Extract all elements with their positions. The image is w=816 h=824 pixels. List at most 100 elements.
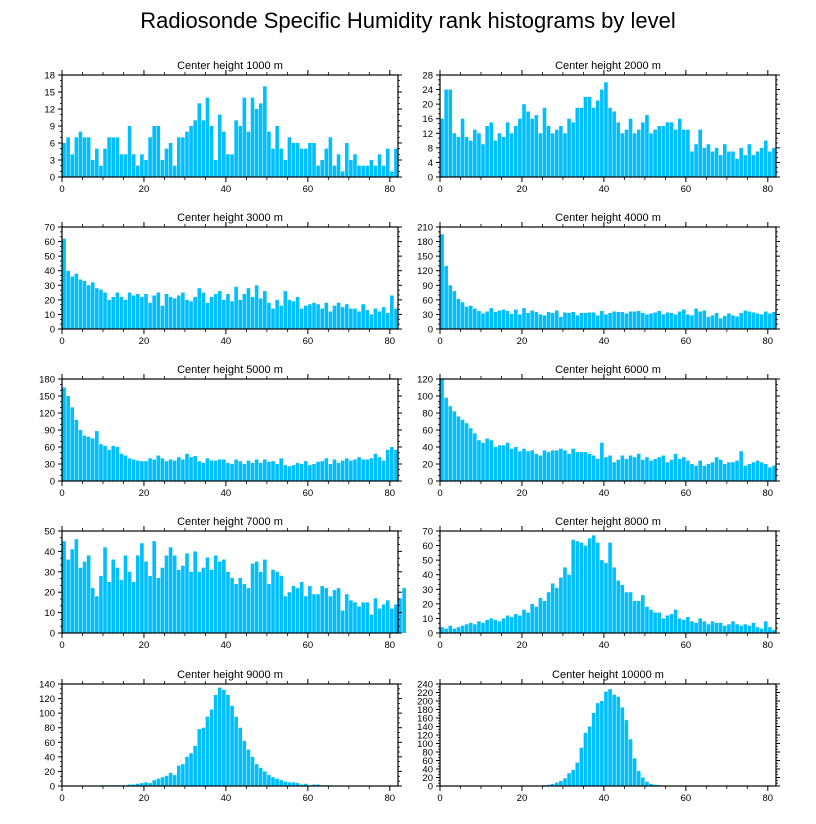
histogram-bar xyxy=(608,689,612,786)
histogram-bar xyxy=(308,465,312,481)
histogram-bar xyxy=(263,771,267,786)
histogram-bar xyxy=(747,144,752,177)
x-tick-label: 60 xyxy=(303,640,314,651)
histogram-bar xyxy=(156,455,161,481)
histogram-bar xyxy=(373,165,378,177)
histogram-bar xyxy=(526,451,530,481)
histogram-bar xyxy=(485,438,489,481)
histogram-bar xyxy=(612,567,616,633)
histogram-bar xyxy=(514,614,518,633)
histogram-bar xyxy=(526,612,530,633)
histogram-bar xyxy=(600,560,604,633)
histogram-bar xyxy=(320,586,324,633)
histogram-bar xyxy=(226,694,230,786)
histogram-bar xyxy=(328,596,333,633)
histogram-bar xyxy=(160,305,165,329)
histogram-bar xyxy=(213,694,218,786)
histogram-bar xyxy=(181,764,185,786)
histogram-bar xyxy=(152,126,156,177)
histogram-bar xyxy=(440,118,444,177)
histogram-bar xyxy=(751,312,756,329)
histogram-bar xyxy=(497,621,502,633)
histogram-bar xyxy=(645,606,649,633)
histogram-bar xyxy=(246,131,251,177)
y-tick-label: 120 xyxy=(39,694,55,705)
histogram-bar xyxy=(534,453,539,481)
histogram-bar xyxy=(575,452,580,481)
y-tick-label: 0 xyxy=(50,325,55,336)
histogram-bar xyxy=(299,308,304,329)
histogram-bar xyxy=(624,720,629,787)
histogram-bar xyxy=(308,143,312,177)
histogram-bar xyxy=(772,312,776,329)
histogram-bar xyxy=(456,627,461,633)
histogram-bar xyxy=(632,758,637,787)
histogram-bar xyxy=(751,155,756,177)
histogram-bar xyxy=(772,630,776,633)
histogram-bar xyxy=(304,148,308,177)
histogram-bar xyxy=(107,299,111,329)
figure-title: Radiosonde Specific Humidity rank histog… xyxy=(140,8,676,33)
histogram-bar xyxy=(283,596,288,633)
histogram-bar xyxy=(385,600,390,633)
histogram-bar xyxy=(70,549,75,633)
histogram-bar xyxy=(336,154,341,177)
histogram-bar xyxy=(344,458,349,481)
histogram-bar xyxy=(291,143,296,177)
histogram-bar xyxy=(148,302,152,329)
histogram-bar xyxy=(238,577,243,633)
histogram-bar xyxy=(559,448,563,481)
histogram-bar xyxy=(624,592,629,633)
histogram-bar xyxy=(205,302,210,329)
y-tick-label: 70 xyxy=(422,527,433,538)
histogram-bar xyxy=(283,781,288,786)
histogram-bar xyxy=(353,154,357,177)
y-tick-label: 120 xyxy=(39,409,55,420)
histogram-bar xyxy=(103,547,107,633)
histogram-bar xyxy=(222,459,226,481)
histogram-bar xyxy=(279,458,284,481)
histogram-bar xyxy=(230,464,234,481)
y-tick-label: 60 xyxy=(44,443,55,454)
histogram-bar xyxy=(690,464,694,481)
x-tick-label: 20 xyxy=(517,336,528,347)
histogram-bar xyxy=(628,739,633,786)
histogram-bar xyxy=(743,155,748,177)
histogram-bar xyxy=(559,316,563,329)
histogram-bar xyxy=(152,780,156,786)
histogram-bar xyxy=(258,767,263,786)
histogram-bar xyxy=(172,775,177,786)
x-tick-label: 40 xyxy=(221,184,232,195)
histogram-bar xyxy=(324,148,329,177)
histogram-bar xyxy=(234,584,238,633)
histogram-bar xyxy=(550,783,555,787)
y-tick-label: 80 xyxy=(422,748,433,759)
histogram-bar xyxy=(579,452,584,481)
histogram-bar xyxy=(271,569,275,633)
histogram-bar xyxy=(78,567,83,633)
histogram-bar xyxy=(735,316,739,329)
histogram-bar xyxy=(509,313,514,329)
y-tick-label: 80 xyxy=(422,409,433,420)
y-tick-label: 40 xyxy=(422,570,433,581)
histogram-bar xyxy=(546,312,551,329)
histogram-bar xyxy=(275,778,279,786)
histogram-bar xyxy=(481,313,485,329)
histogram-bar xyxy=(452,291,457,329)
x-tick-label: 40 xyxy=(599,488,610,499)
histogram-bar xyxy=(616,312,621,329)
histogram-bar xyxy=(579,542,584,633)
histogram-bar xyxy=(176,295,181,329)
histogram-bar xyxy=(612,462,616,481)
histogram-bar xyxy=(591,107,596,177)
x-tick-label: 40 xyxy=(221,640,232,651)
histogram-bar xyxy=(103,148,107,177)
histogram-bar xyxy=(669,312,674,329)
histogram-bar xyxy=(718,622,723,633)
panel-title: Center height 7000 m xyxy=(177,516,283,528)
histogram-bar xyxy=(620,707,625,787)
panel-frame xyxy=(439,74,777,178)
histogram-bar xyxy=(554,450,559,481)
y-tick-label: 160 xyxy=(417,714,433,725)
histogram-bar xyxy=(144,294,148,329)
